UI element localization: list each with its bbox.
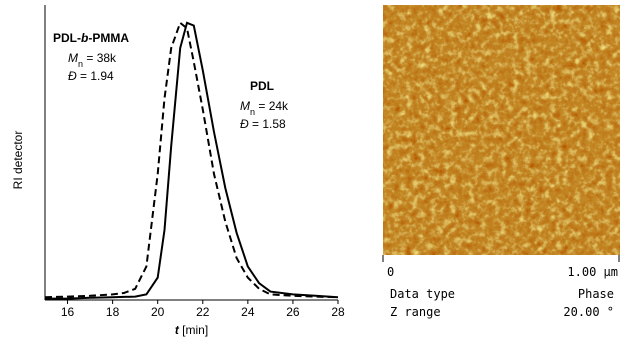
text-part: [min] xyxy=(179,323,208,337)
text-part: -PMMA xyxy=(88,31,129,45)
text-part: t xyxy=(175,323,180,337)
afm-phase-image xyxy=(383,5,620,255)
info-value: 20.00 ° xyxy=(563,305,614,319)
text-part: Đ xyxy=(240,117,249,131)
x-tick-label: 24 xyxy=(241,305,255,319)
x-tick-label: 18 xyxy=(106,305,120,319)
text-part: = 1.94 xyxy=(77,69,114,83)
text-part: = 1.58 xyxy=(249,117,286,131)
info-value: Phase xyxy=(578,287,614,301)
text-part: M xyxy=(240,99,250,113)
x-tick-label: 26 xyxy=(286,305,300,319)
text-part: = 24k xyxy=(255,99,289,113)
annotation: PDL xyxy=(250,79,274,93)
text-part: PDL xyxy=(250,79,274,93)
annotation: Mn = 24k xyxy=(240,99,289,117)
text-part: Đ xyxy=(68,69,77,83)
x-tick-label: 16 xyxy=(61,305,75,319)
text-part: M xyxy=(68,51,78,65)
y-axis-label: RI detector xyxy=(11,131,25,190)
x-tick-label: 20 xyxy=(151,305,165,319)
annotation: Mn = 38k xyxy=(68,51,117,69)
text-part: b xyxy=(81,31,88,45)
text-part: n xyxy=(250,107,255,117)
scale-start: 0 xyxy=(387,265,394,279)
annotation: Đ = 1.94 xyxy=(68,69,114,83)
text-part: n xyxy=(78,59,83,69)
text-part: = 38k xyxy=(83,51,117,65)
series-line xyxy=(45,21,339,300)
scale-end: 1.00 µm xyxy=(567,265,618,279)
text-part: PDL- xyxy=(53,31,81,45)
info-label: Z range xyxy=(390,305,441,319)
annotation: Đ = 1.58 xyxy=(240,117,286,131)
series-line xyxy=(44,21,339,299)
x-tick-label: 28 xyxy=(331,305,345,319)
x-tick-label: 22 xyxy=(196,305,210,319)
x-axis-label: t [min] xyxy=(175,323,208,337)
info-label: Data type xyxy=(390,287,455,301)
annotation: PDL-b-PMMA xyxy=(53,31,129,45)
